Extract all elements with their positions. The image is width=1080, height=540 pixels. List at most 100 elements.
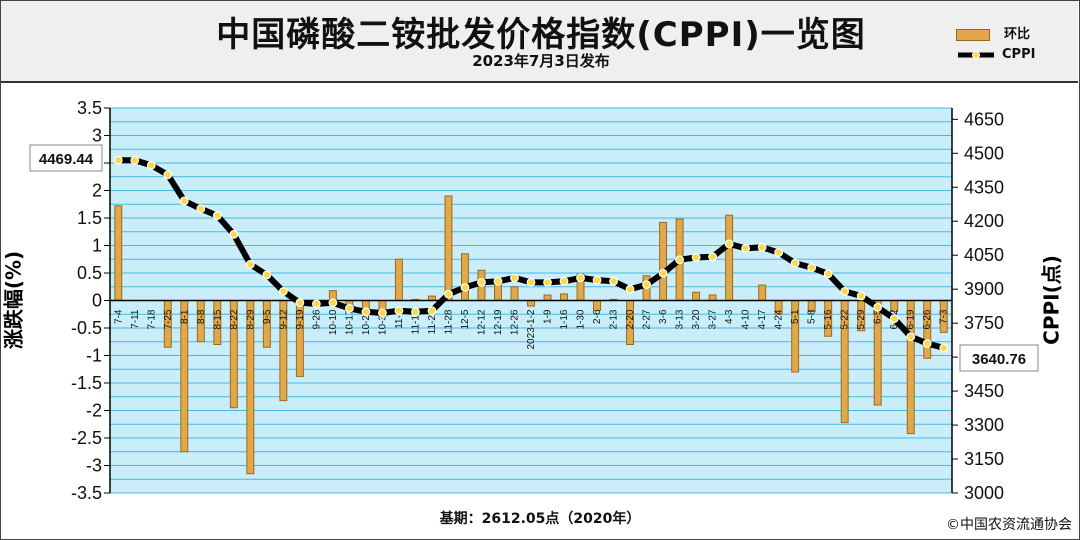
legend-line-marker (972, 50, 980, 59)
header-band: 中国磷酸二铵批发价格指数(CPPI)一览图 2023年7月3日发布 环比 CPP… (1, 1, 1078, 83)
legend-bar-label: 环比 (1004, 27, 1031, 42)
bar (708, 294, 717, 301)
x-tick-label: 11-21 (427, 309, 438, 334)
cppi-point (939, 343, 949, 353)
bar (543, 294, 552, 301)
x-tick-label: 11-7 (394, 309, 405, 329)
bar-series (114, 195, 948, 475)
y-tick-label-right: 4500 (964, 143, 1004, 163)
cppi-point (724, 239, 734, 249)
x-tick-label: 12-12 (476, 309, 487, 335)
x-tick-label: 8-1 (179, 309, 190, 324)
x-tick-label: 2023-1-2 (526, 309, 537, 349)
x-tick-label: 7-4 (113, 309, 124, 324)
bar (510, 286, 519, 301)
start-value-callout: 4469.44 (29, 144, 103, 172)
cppi-point (691, 253, 701, 262)
cppi-point (510, 273, 519, 283)
x-tick-label: 6-26 (922, 309, 933, 329)
x-tick-label: 9-26 (311, 309, 322, 329)
cppi-point (840, 287, 850, 296)
cppi-point (146, 160, 156, 170)
x-tick-label: 12-5 (460, 309, 471, 329)
bar (444, 195, 453, 301)
cppi-line-series (113, 155, 949, 353)
x-tick-label: 11-14 (410, 309, 421, 334)
y-tick-label-left: -0.5 (71, 318, 102, 338)
cppi-point (460, 282, 470, 292)
x-tick-label: 4-3 (724, 309, 735, 324)
y-tick-label-right: 4200 (964, 211, 1004, 231)
cppi-point (394, 306, 404, 316)
x-tick-label: 3-6 (658, 309, 669, 324)
x-tick-label: 7-3 (939, 309, 950, 324)
cppi-point (378, 308, 387, 318)
cppi-point (278, 287, 288, 296)
x-tick-label: 10-10 (328, 309, 339, 335)
x-tick-label: 3-20 (691, 309, 702, 329)
x-tick-label: 2-13 (609, 309, 620, 329)
legend-bar-swatch (956, 28, 990, 41)
x-tick-label: 9-12 (278, 309, 289, 329)
y-tick-label-right: 3450 (964, 381, 1004, 401)
x-tick-label: 8-8 (196, 309, 207, 324)
cppi-point (906, 332, 916, 342)
x-tick-label: 10-17 (344, 309, 355, 335)
x-tick-label: 4-10 (741, 309, 752, 329)
cppi-point (873, 302, 883, 312)
bar (560, 293, 568, 301)
bar (692, 291, 701, 301)
x-tick-label: 3-13 (675, 309, 686, 329)
bar (725, 214, 734, 301)
x-tick-label: 11-28 (443, 309, 454, 334)
y-tick-label-right: 3150 (964, 449, 1004, 469)
cppi-point (344, 304, 354, 313)
x-tick-label: 12-26 (509, 309, 520, 335)
cppi-point (922, 339, 932, 348)
cppi-point (675, 255, 684, 265)
x-tick-label: 9-5 (262, 309, 273, 324)
legend-line-label: CPPI (1002, 47, 1036, 62)
x-tick-label: 5-1 (790, 309, 801, 324)
y-tick-label-left: 1.5 (77, 208, 102, 228)
x-tick-label: 9-19 (295, 309, 306, 329)
y-tick-label-right: 3000 (964, 483, 1004, 503)
cppi-point (658, 268, 668, 278)
cppi-point (790, 258, 800, 268)
bar (758, 284, 767, 302)
cppi-point (609, 276, 618, 286)
cppi-point (774, 248, 784, 257)
x-tick-label: 1-16 (559, 309, 570, 329)
cppi-point (559, 276, 569, 286)
x-tick-label: 8-22 (229, 309, 240, 329)
bar (593, 300, 602, 311)
y-tick-label-left: -2.5 (71, 428, 102, 448)
x-tick-label: 7-18 (146, 309, 157, 329)
y-tick-label-left: 3 (92, 126, 102, 146)
footer-base-note: 基期：2612.05点（2020年） (439, 511, 641, 527)
cppi-point (113, 155, 123, 165)
cppi-point (493, 276, 503, 286)
cppi-point (361, 307, 371, 317)
cppi-point (543, 277, 552, 287)
cppi-point (427, 306, 437, 316)
cppi-point (229, 229, 239, 239)
cppi-point (592, 275, 602, 285)
x-tick-label: 5-16 (823, 309, 834, 329)
cppi-point (196, 204, 206, 214)
cppi-point (823, 269, 833, 279)
y-tick-label-right: 4650 (964, 109, 1004, 129)
cppi-point (130, 155, 140, 165)
bar (114, 205, 123, 301)
end-callout-text: 3640.76 (972, 351, 1026, 368)
x-tick-label: 4-24 (774, 309, 785, 329)
cppi-point (444, 289, 453, 299)
bar (460, 253, 469, 301)
cppi-point (163, 170, 173, 180)
y-tick-label-left: -3.5 (71, 483, 102, 503)
bar (494, 283, 502, 301)
y-tick-label-left: 0.5 (77, 263, 102, 283)
x-tick-label: 6-19 (906, 309, 917, 329)
x-tick-label: 5-22 (840, 309, 851, 329)
y-tick-label-left: 0 (92, 291, 102, 311)
